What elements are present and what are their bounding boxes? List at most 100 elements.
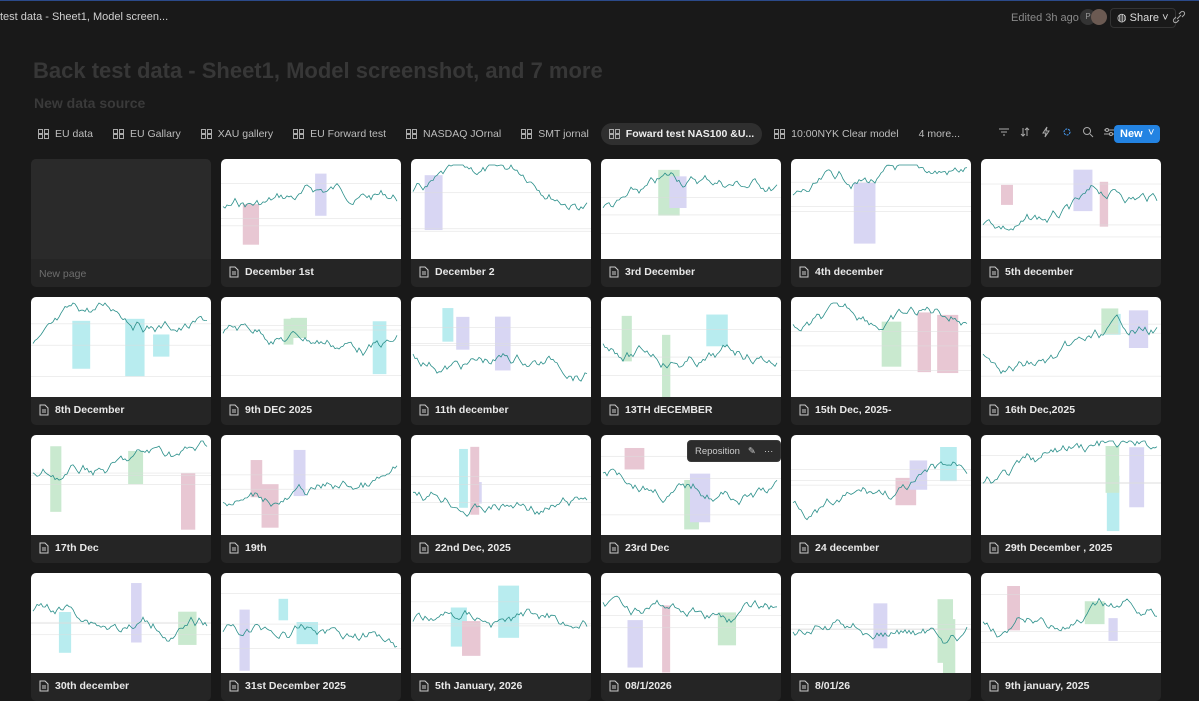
gallery-card[interactable]: 8/01/26 xyxy=(791,573,971,701)
gallery-card[interactable]: 5th January, 2026 xyxy=(411,573,591,701)
cover-zone xyxy=(178,611,197,645)
card-title: 31st December 2025 xyxy=(229,680,346,692)
gallery-card[interactable]: 22nd Dec, 2025 xyxy=(411,435,591,563)
ai-icon[interactable] xyxy=(1061,126,1073,138)
new-button[interactable]: New ˅ xyxy=(1114,125,1160,143)
cover-zone xyxy=(689,473,711,523)
cover-zone xyxy=(58,612,72,653)
gallery-card[interactable]: 9th january, 2025 xyxy=(981,573,1161,701)
edit-icon[interactable]: ✎ xyxy=(747,445,756,457)
gallery-card[interactable]: 13TH dECEMBER xyxy=(601,297,781,425)
card-cover xyxy=(601,573,781,673)
gallery-card[interactable]: December 1st xyxy=(221,159,401,287)
gallery-card[interactable]: 11th december xyxy=(411,297,591,425)
share-button[interactable]: ◍ Share ˅ xyxy=(1110,8,1176,28)
toolbar xyxy=(998,126,1115,138)
card-cover xyxy=(411,297,591,397)
cover-price-line xyxy=(792,164,968,196)
tab-label: SMT jornal xyxy=(538,128,589,140)
view-tab[interactable]: Foward test NAS100 &U... xyxy=(600,123,763,145)
cover-price-line xyxy=(412,352,588,382)
card-title: 22nd Dec, 2025 xyxy=(419,542,511,554)
cover-zone xyxy=(470,446,480,515)
search-icon[interactable] xyxy=(1082,126,1094,138)
gallery-card[interactable]: 19th xyxy=(221,435,401,563)
card-title: 24 december xyxy=(799,542,879,554)
card-title-text: 15th Dec, 2025- xyxy=(815,404,892,416)
gallery-card[interactable]: 8th December xyxy=(31,297,211,425)
tab-label: EU data xyxy=(55,128,93,140)
card-title-text: 9th DEC 2025 xyxy=(245,404,313,416)
gallery-card[interactable]: 9th DEC 2025 xyxy=(221,297,401,425)
gallery-card[interactable]: 15th Dec, 2025- xyxy=(791,297,971,425)
sort-icon[interactable] xyxy=(1019,126,1031,138)
gallery-card[interactable]: 08/1/2026 xyxy=(601,573,781,701)
card-title-text: 17th Dec xyxy=(55,542,99,554)
card-title: 11th december xyxy=(419,404,509,416)
view-tab[interactable]: EU Gallary xyxy=(105,123,189,145)
avatar-photo[interactable] xyxy=(1091,9,1107,25)
edited-time: Edited 3h ago xyxy=(1011,12,1079,24)
gallery-card[interactable]: 30th december xyxy=(31,573,211,701)
cover-zone xyxy=(853,182,876,244)
card-title-text: 08/1/2026 xyxy=(625,680,672,692)
cover-price-line xyxy=(792,619,968,644)
card-cover xyxy=(221,159,401,259)
card-title-text: 3rd December xyxy=(625,266,696,278)
gallery-card[interactable]: December 2 xyxy=(411,159,591,287)
card-cover xyxy=(791,297,971,397)
card-title-text: December 2 xyxy=(435,266,495,278)
view-tab[interactable]: NASDAQ JOrnal xyxy=(398,123,509,145)
gallery-card[interactable]: 29th December , 2025 xyxy=(981,435,1161,563)
card-title: New page xyxy=(39,268,86,280)
more-tabs[interactable]: 4 more... xyxy=(918,128,960,140)
cover-zone xyxy=(498,585,520,638)
view-tab[interactable]: EU Forward test xyxy=(285,123,394,145)
cover-zone xyxy=(1129,447,1145,508)
card-title: 5th december xyxy=(989,266,1073,278)
gallery-card[interactable]: 31st December 2025 xyxy=(221,573,401,701)
gallery-card[interactable]: 3rd December xyxy=(601,159,781,287)
gallery-card[interactable]: 5th december xyxy=(981,159,1161,287)
gallery-card[interactable]: New page xyxy=(31,159,211,287)
gallery-card[interactable]: 16th Dec,2025 xyxy=(981,297,1161,425)
filter-icon[interactable] xyxy=(998,126,1010,138)
settings-icon[interactable] xyxy=(1103,126,1115,138)
cover-image xyxy=(411,446,591,517)
card-title-text: 24 december xyxy=(815,542,880,554)
data-source[interactable]: New data source xyxy=(34,95,146,111)
card-title-text: 9th january, 2025 xyxy=(1005,680,1090,692)
more-icon[interactable]: ··· xyxy=(763,445,774,457)
card-cover xyxy=(981,297,1161,397)
view-tab[interactable]: XAU gallery xyxy=(193,123,281,145)
reposition-button[interactable]: Reposition xyxy=(695,445,740,457)
share-label: Share xyxy=(1129,12,1160,24)
cover-zone xyxy=(128,450,144,485)
gallery-card[interactable]: 17th Dec xyxy=(31,435,211,563)
card-title: 29th December , 2025 xyxy=(989,542,1112,554)
cover-image xyxy=(601,314,781,400)
view-tabs: EU data EU Gallary XAU gallery EU Forward t… xyxy=(30,122,968,146)
cover-zone xyxy=(669,176,687,208)
card-cover xyxy=(221,297,401,397)
cover-zone xyxy=(627,620,643,668)
cover-zone xyxy=(1101,308,1119,335)
view-tab[interactable]: 10:00NYK Clear model xyxy=(766,123,906,145)
cover-price-line xyxy=(602,172,778,209)
gallery-card[interactable]: 4th december xyxy=(791,159,971,287)
cover-zone xyxy=(372,321,387,375)
cover-zone xyxy=(662,334,671,400)
cover-zone xyxy=(456,316,470,350)
cover-image xyxy=(601,169,781,234)
card-title-text: 22nd Dec, 2025 xyxy=(435,542,511,554)
automation-icon[interactable] xyxy=(1040,126,1052,138)
card-title-text: 5th January, 2026 xyxy=(435,680,523,692)
breadcrumb[interactable]: test data - Sheet1, Model screen... xyxy=(0,11,169,23)
link-icon[interactable] xyxy=(1172,10,1186,24)
cover-image xyxy=(221,317,401,376)
card-title-text: 30th december xyxy=(55,680,130,692)
cover-price-line xyxy=(982,185,1158,231)
gallery-card[interactable]: 24 december xyxy=(791,435,971,563)
view-tab[interactable]: EU data xyxy=(30,123,101,145)
view-tab[interactable]: SMT jornal xyxy=(513,123,597,145)
